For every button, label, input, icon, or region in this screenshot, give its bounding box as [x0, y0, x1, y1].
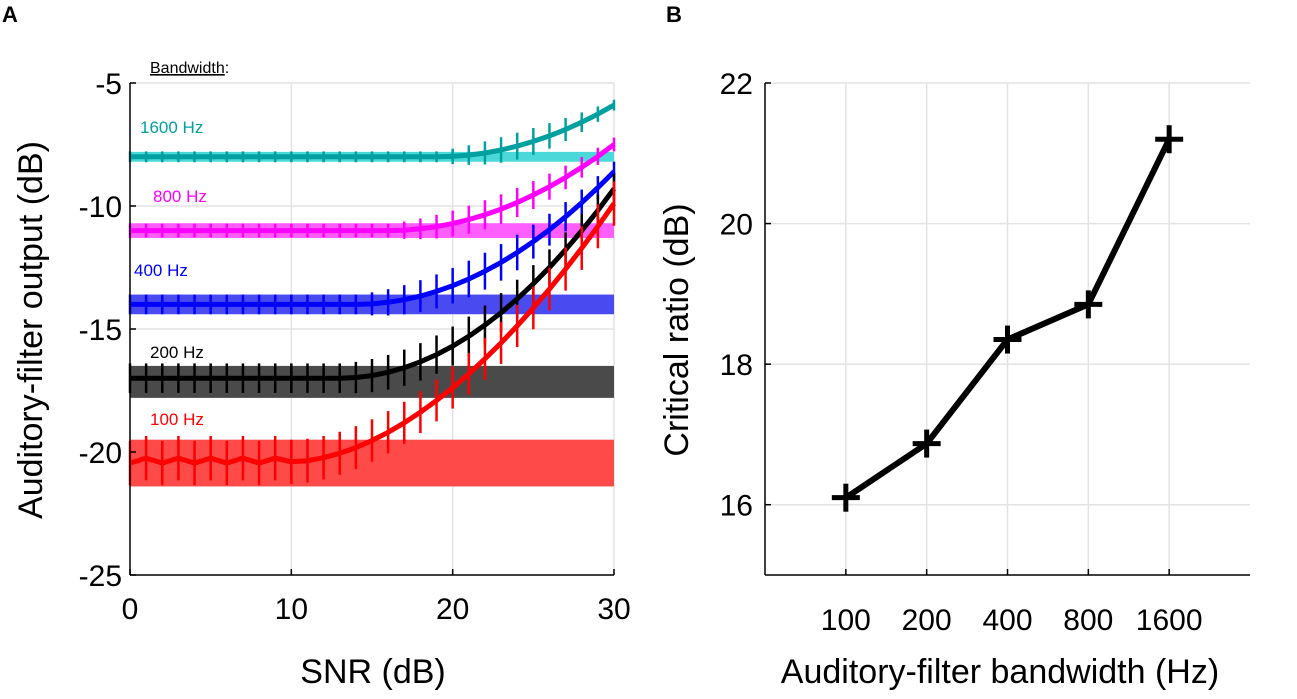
panel-b-x-tick-label: 100 [821, 604, 871, 637]
bandwidth-label: 200 Hz [150, 343, 204, 362]
panel-a-y-tick-label: -20 [79, 437, 122, 470]
panel-b-x-tick-label: 800 [1063, 604, 1113, 637]
panel-a-y-tick-label: -5 [95, 68, 122, 101]
panel-a-y-tick-label: -10 [79, 191, 122, 224]
data-point-marker [831, 483, 860, 512]
panel-b-ticks: 100 200 400 800 1600 16 18 20 22 [720, 68, 1203, 637]
panel-b-y-tick-label: 16 [720, 490, 753, 523]
panel-a-x-tick-label: 0 [122, 593, 139, 626]
data-point-marker [993, 325, 1022, 354]
panel-a-x-tick-label: 20 [436, 593, 469, 626]
panel-a-x-tick-label: 10 [275, 593, 308, 626]
panel-b-chart: B 100 200 400 800 1600 16 18 20 22 Auditory-filt… [658, 2, 1250, 691]
series-line-100-hz [129, 202, 617, 466]
panel-b-x-axis-label: Auditory-filter bandwidth (Hz) [781, 653, 1219, 691]
panel-a-chart: A 0 10 20 30 -25 -20 -15 -10 -5 Bandwidth: 1600 … [2, 2, 631, 691]
bandwidth-label: 1600 Hz [140, 118, 203, 137]
series-line-400-hz [130, 169, 616, 307]
panel-a-y-axis-label: Auditory-filter output (dB) [12, 141, 50, 519]
bandwidth-label: 800 Hz [153, 187, 207, 206]
legend-title: Bandwidth: [150, 60, 229, 77]
panel-a-y-tick-label: -25 [79, 560, 122, 593]
legend-title-text: Bandwidth [150, 60, 225, 77]
data-point-marker [1074, 290, 1103, 319]
panel-a-x-tick-label: 30 [597, 593, 630, 626]
bandwidth-label: 100 Hz [150, 410, 204, 429]
panel-b-y-tick-label: 20 [720, 209, 753, 242]
panel-b-y-tick-label: 18 [720, 349, 753, 382]
bandwidth-label: 400 Hz [134, 261, 188, 280]
series-line-800-hz [130, 142, 616, 234]
panel-b-grid [765, 82, 1250, 575]
series-line-200-hz [130, 187, 617, 381]
panel-a-y-tick-label: -15 [79, 314, 122, 347]
panel-b-y-axis-label: Critical ratio (dB) [658, 203, 696, 456]
panel-b-x-tick-label: 1600 [1136, 604, 1203, 637]
bandwidth-labels: 1600 Hz 800 Hz 400 Hz 200 Hz 100 Hz [134, 118, 207, 429]
panel-a-series [128, 99, 617, 486]
data-point-marker [1155, 125, 1184, 154]
panel-b-x-tick-label: 400 [982, 604, 1032, 637]
panel-b-y-tick-label: 22 [720, 68, 753, 101]
panel-b-series [831, 125, 1184, 512]
legend-title-suffix: : [225, 60, 229, 77]
panel-a-label: A [2, 2, 18, 27]
panel-a-x-axis-label: SNR (dB) [300, 653, 445, 691]
series-line-1600-hz [130, 102, 616, 160]
panel-b-x-tick-label: 200 [902, 604, 952, 637]
data-point-marker [912, 429, 941, 458]
panel-a-ticks: 0 10 20 30 -25 -20 -15 -10 -5 [79, 68, 631, 626]
panel-b-label: B [666, 2, 682, 27]
